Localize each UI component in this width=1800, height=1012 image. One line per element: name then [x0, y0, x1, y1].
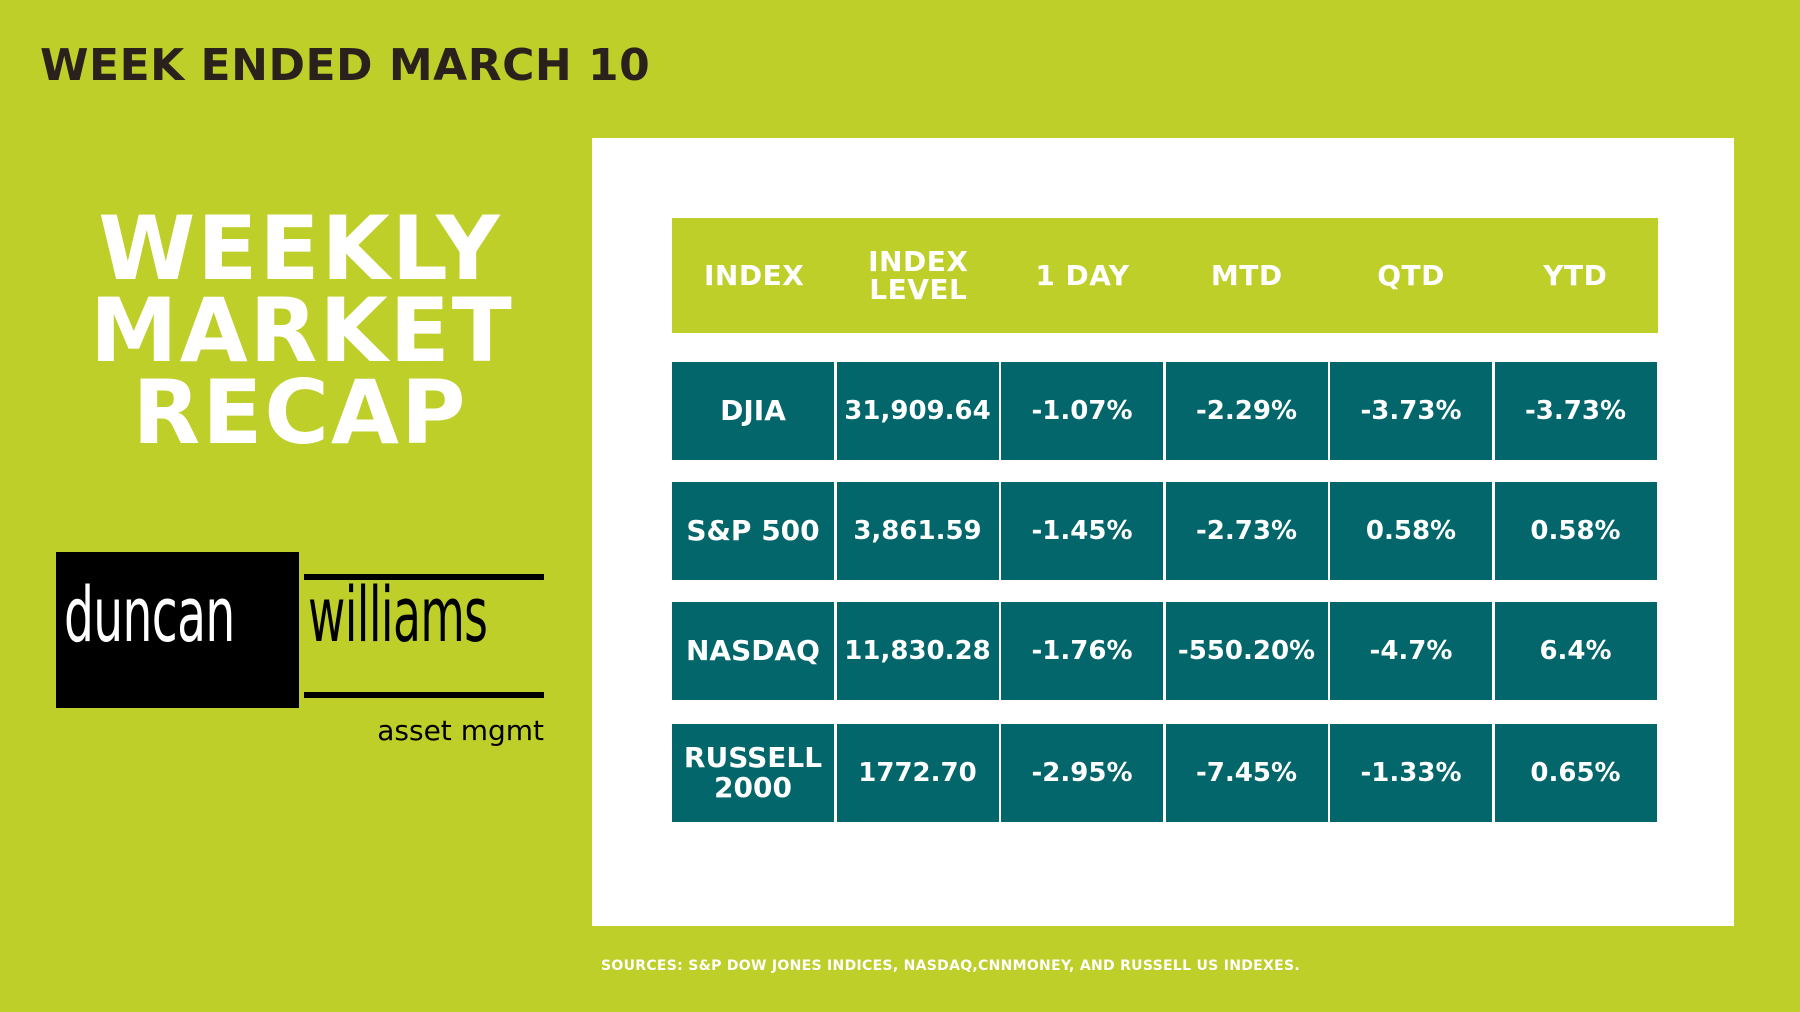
recap-title-line1: WEEKLY — [98, 197, 502, 300]
header-index: INDEX — [703, 258, 805, 292]
row-1-day: -2.95% — [1001, 724, 1163, 822]
row-mtd: -2.73% — [1165, 482, 1328, 580]
row-ytd: 6.4% — [1494, 602, 1657, 700]
logo-top-rule — [304, 574, 544, 580]
row-mtd: -2.29% — [1165, 362, 1328, 460]
row-ytd: 0.65% — [1494, 724, 1657, 822]
row-index-name: DJIA — [672, 362, 834, 460]
row-mtd: -550.20% — [1165, 602, 1328, 700]
row-qtd: -1.33% — [1330, 724, 1492, 822]
table-row: RUSSELL 2000 1772.70 -2.95% -7.45% -1.33… — [672, 724, 1658, 822]
row-mtd: -7.45% — [1165, 724, 1328, 822]
row-ytd: -3.73% — [1494, 362, 1657, 460]
logo-subtitle: asset mgmt — [377, 714, 544, 747]
logo-bottom-rule — [304, 692, 544, 698]
table-row: S&P 500 3,861.59 -1.45% -2.73% 0.58% 0.5… — [672, 482, 1658, 580]
row-1-day: -1.07% — [1001, 362, 1163, 460]
table-header: INDEX INDEX LEVEL 1 DAY MTD QTD YTD — [672, 218, 1658, 333]
header-1-day: 1 DAY — [1035, 258, 1130, 292]
row-1-day: -1.76% — [1001, 602, 1163, 700]
row-index-name: S&P 500 — [672, 482, 834, 580]
recap-title-line2: MARKET — [90, 279, 514, 382]
row-ytd: 0.58% — [1494, 482, 1657, 580]
row-index-name: RUSSELL 2000 — [672, 724, 834, 822]
header-ytd: YTD — [1543, 258, 1608, 292]
header-mtd: MTD — [1210, 258, 1283, 292]
sources-footnote: SOURCES: S&P DOW JONES INDICES, NASDAQ,C… — [601, 958, 1300, 974]
row-index-level: 11,830.28 — [836, 602, 999, 700]
row-index-level: 1772.70 — [836, 724, 999, 822]
row-qtd: -4.7% — [1330, 602, 1492, 700]
row-index-level: 3,861.59 — [836, 482, 999, 580]
row-qtd: 0.58% — [1330, 482, 1492, 580]
logo-left-text: duncan — [64, 570, 235, 659]
recap-title-line3: RECAP — [132, 361, 468, 464]
header-index-level: INDEX LEVEL — [868, 244, 969, 306]
header-qtd: QTD — [1377, 258, 1445, 292]
recap-title: WEEKLY MARKET RECAP — [90, 197, 514, 464]
row-1-day: -1.45% — [1001, 482, 1163, 580]
row-qtd: -3.73% — [1330, 362, 1492, 460]
market-table-panel: INDEX INDEX LEVEL 1 DAY MTD QTD YTD DJIA… — [592, 138, 1734, 926]
logo-right-text: williams — [308, 570, 488, 659]
row-index-name: NASDAQ — [672, 602, 834, 700]
logo-black-block: duncan — [56, 552, 299, 708]
table-row: DJIA 31,909.64 -1.07% -2.29% -3.73% -3.7… — [672, 362, 1658, 460]
row-index-level: 31,909.64 — [836, 362, 999, 460]
week-title: WEEK ENDED MARCH 10 — [40, 40, 651, 91]
table-row: NASDAQ 11,830.28 -1.76% -550.20% -4.7% 6… — [672, 602, 1658, 700]
duncan-williams-logo: duncan williams asset mgmt — [56, 552, 546, 752]
